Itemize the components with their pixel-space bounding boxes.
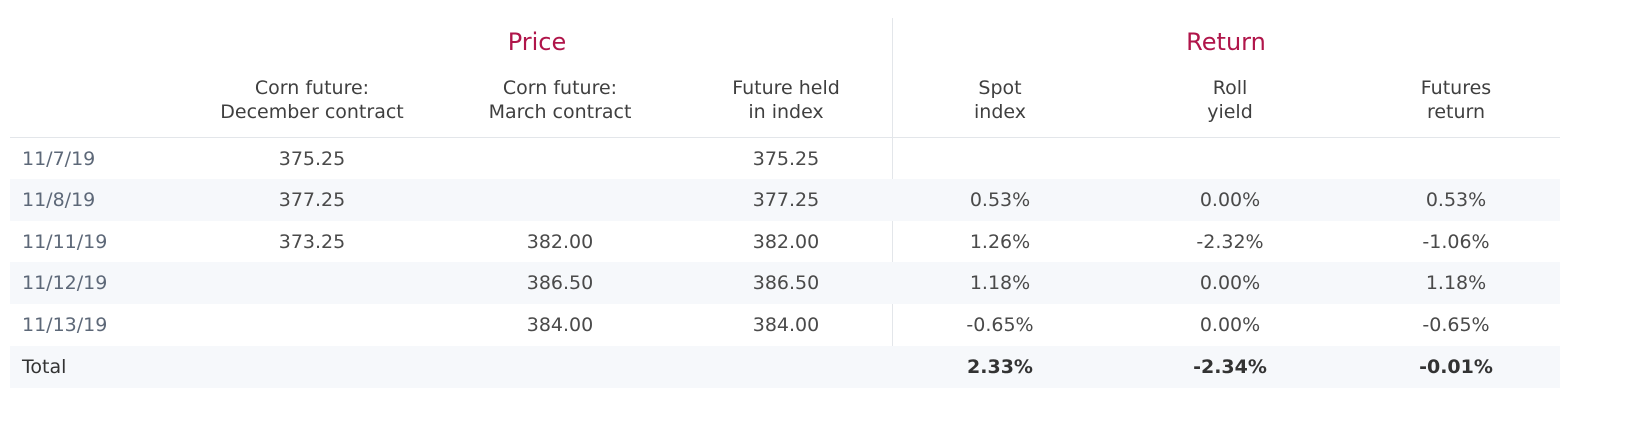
column-header-roll-yield: Roll yield — [1207, 77, 1253, 123]
group-header-price: Price — [507, 28, 567, 56]
column-header-spot-index: Spot index — [974, 77, 1026, 123]
cell-future-held: 384.00 — [752, 314, 820, 336]
table-row: 11/8/19 377.25 377.25 0.53% 0.00% 0.53% — [10, 179, 1560, 221]
table-row: 11/12/19 386.50 386.50 1.18% 0.00% 1.18% — [10, 262, 1560, 304]
cell-futures-return: 1.18% — [1425, 272, 1487, 294]
cell-date: 11/7/19 — [22, 148, 96, 170]
cell-future-held: 382.00 — [752, 231, 820, 253]
table-row: 11/11/19 373.25 382.00 382.00 1.26% -2.3… — [10, 221, 1560, 263]
column-header-futures-return: Futures return — [1420, 77, 1492, 123]
cell-futures-return: -1.06% — [1422, 231, 1490, 253]
cell-march-contract: 384.00 — [526, 314, 594, 336]
cell-march-contract: 386.50 — [526, 272, 594, 294]
cell-date: 11/8/19 — [22, 189, 96, 211]
header-rule — [10, 137, 1560, 138]
total-roll-yield: -2.34% — [1193, 356, 1267, 378]
cell-date: 11/13/19 — [22, 314, 108, 336]
cell-date: 11/12/19 — [22, 272, 108, 294]
cell-futures-return: 0.53% — [1425, 189, 1487, 211]
cell-spot-index: -0.65% — [966, 314, 1034, 336]
column-header-future-held: Future held in index — [732, 77, 840, 123]
group-header-return: Return — [1186, 28, 1266, 56]
cell-spot-index: 1.26% — [969, 231, 1031, 253]
cell-future-held: 386.50 — [752, 272, 820, 294]
cell-march-contract: 382.00 — [526, 231, 594, 253]
cell-roll-yield: 0.00% — [1199, 314, 1261, 336]
table-row: 11/13/19 384.00 384.00 -0.65% 0.00% -0.6… — [10, 304, 1560, 346]
cell-roll-yield: 0.00% — [1199, 272, 1261, 294]
table-row: 11/7/19 375.25 375.25 — [10, 138, 1560, 180]
total-label: Total — [22, 356, 67, 378]
total-spot-index: 2.33% — [967, 356, 1033, 378]
cell-december-contract: 375.25 — [278, 148, 346, 170]
table-row-total: Total 2.33% -2.34% -0.01% — [10, 346, 1560, 388]
column-header-december-contract: Corn future: December contract — [220, 77, 404, 123]
cell-december-contract: 377.25 — [278, 189, 346, 211]
cell-future-held: 377.25 — [752, 189, 820, 211]
cell-date: 11/11/19 — [22, 231, 108, 253]
cell-spot-index: 0.53% — [969, 189, 1031, 211]
cell-futures-return: -0.65% — [1422, 314, 1490, 336]
cell-roll-yield: 0.00% — [1199, 189, 1261, 211]
column-header-march-contract: Corn future: March contract — [488, 77, 632, 123]
cell-roll-yield: -2.32% — [1196, 231, 1264, 253]
cell-spot-index: 1.18% — [969, 272, 1031, 294]
total-futures-return: -0.01% — [1419, 356, 1493, 378]
cell-future-held: 375.25 — [752, 148, 820, 170]
cell-december-contract: 373.25 — [278, 231, 346, 253]
